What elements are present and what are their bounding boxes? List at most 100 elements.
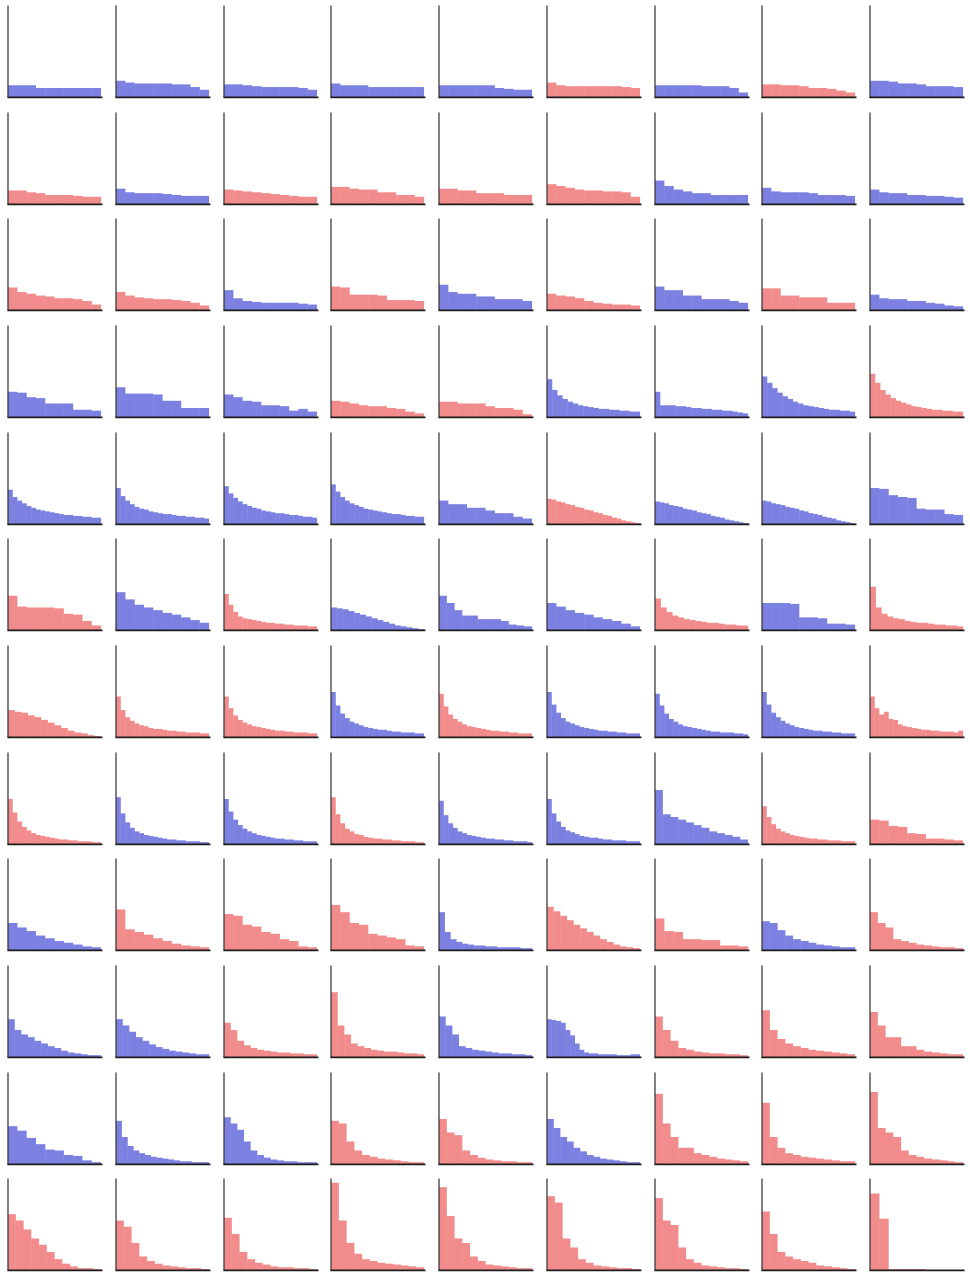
- histogram-bar: [808, 512, 814, 524]
- histogram-cell-r6c1: [7, 538, 103, 632]
- histogram-cell-r9c3: [222, 858, 319, 952]
- histogram-bar: [223, 1022, 231, 1057]
- histogram-bar: [223, 914, 233, 951]
- histogram-bar: [197, 1161, 204, 1164]
- histogram-bar: [14, 711, 22, 737]
- histogram-bar: [54, 838, 60, 844]
- histogram-bar: [611, 304, 622, 311]
- histogram-bar: [742, 413, 748, 417]
- histogram-bar: [566, 1141, 574, 1164]
- histogram-bar: [893, 719, 899, 737]
- histogram-bar: [654, 598, 661, 631]
- histogram-bar: [129, 503, 135, 524]
- histogram-bar: [499, 731, 505, 737]
- histogram-bar: [82, 1160, 92, 1164]
- histogram-bar: [250, 1150, 257, 1164]
- histogram-bar: [952, 411, 959, 417]
- histogram-cell-r10c1: [7, 965, 103, 1059]
- histogram-bar: [718, 623, 725, 631]
- histogram-bar: [162, 1158, 169, 1164]
- histogram-bar: [477, 1261, 486, 1271]
- histogram-bar: [841, 840, 847, 844]
- histogram-bar: [579, 1049, 585, 1057]
- histogram-bar: [443, 706, 449, 737]
- histogram-bar: [270, 1051, 277, 1057]
- histogram-bar: [485, 946, 492, 951]
- histogram-bar: [162, 941, 172, 951]
- histogram-bar: [82, 516, 88, 524]
- histogram-bar: [827, 840, 833, 844]
- histogram-bar: [602, 86, 613, 97]
- histogram-bar: [870, 912, 879, 951]
- histogram-bar: [77, 840, 83, 844]
- histogram-bar: [307, 626, 313, 631]
- histogram-bar: [382, 511, 388, 524]
- histogram-cell-r2c3: [222, 112, 319, 205]
- histogram-bar: [7, 85, 18, 97]
- histogram-bar: [401, 732, 406, 737]
- histogram-bar: [368, 406, 378, 417]
- histogram-bar: [701, 1052, 710, 1057]
- histogram-bar: [584, 727, 589, 737]
- histogram-bar: [724, 732, 730, 737]
- histogram-bar: [396, 731, 402, 737]
- histogram-cell-r2c7: [654, 112, 750, 205]
- histogram-bar: [522, 89, 533, 97]
- histogram-bar: [152, 192, 163, 204]
- histogram-bar: [415, 516, 420, 524]
- histogram-bar: [799, 617, 810, 631]
- histogram-bar: [251, 832, 257, 844]
- histogram-bar: [654, 1198, 663, 1271]
- histogram-bar: [237, 719, 243, 737]
- histogram-bar: [504, 512, 514, 524]
- histogram-bar: [148, 835, 154, 844]
- histogram-bar: [152, 610, 163, 631]
- histogram-bar: [279, 303, 289, 311]
- histogram-bar: [135, 1037, 143, 1057]
- histogram-bar: [846, 840, 851, 844]
- histogram-bar: [670, 1040, 679, 1057]
- histogram-bar: [171, 943, 181, 951]
- histogram-bar: [693, 1263, 702, 1271]
- histogram-bar: [601, 1266, 609, 1271]
- histogram-bar: [492, 1052, 499, 1057]
- histogram-bar: [396, 194, 406, 204]
- histogram-bar: [466, 403, 477, 417]
- histogram-bar: [687, 727, 692, 737]
- histogram-bar: [663, 931, 674, 951]
- histogram-bar: [12, 812, 18, 844]
- histogram-bar: [762, 1010, 771, 1057]
- histogram-bar: [907, 301, 917, 311]
- histogram-bar: [621, 840, 627, 844]
- histogram-bar: [265, 728, 271, 737]
- histogram-bar: [614, 409, 620, 417]
- histogram-bar: [383, 622, 390, 631]
- histogram-bar: [340, 186, 351, 204]
- histogram-cell-r3c2: [115, 218, 211, 312]
- histogram-bar: [27, 715, 35, 737]
- histogram-bar: [504, 194, 514, 204]
- histogram-bar: [377, 87, 388, 97]
- histogram-bar: [910, 622, 917, 631]
- histogram-bar: [397, 1052, 405, 1057]
- histogram-bar: [513, 89, 523, 97]
- histogram-bar: [593, 407, 599, 417]
- histogram-bar: [494, 87, 505, 97]
- histogram-bar: [776, 717, 782, 737]
- histogram-bar: [907, 832, 917, 844]
- histogram-bar: [916, 508, 927, 524]
- histogram-bar: [666, 612, 673, 631]
- histogram-bar: [689, 620, 696, 631]
- histogram-cell-r1c3: [222, 5, 319, 99]
- histogram-bar: [162, 513, 168, 524]
- histogram-bar: [162, 729, 168, 737]
- histogram-bar: [673, 189, 683, 204]
- histogram-bar: [377, 1158, 386, 1164]
- histogram-bar: [462, 832, 468, 844]
- histogram-bar: [405, 840, 411, 844]
- histogram-bar: [570, 1247, 578, 1271]
- histogram-bar: [139, 725, 144, 737]
- histogram-bar: [263, 1050, 271, 1057]
- histogram-bar: [630, 840, 636, 844]
- histogram-bar: [410, 732, 416, 737]
